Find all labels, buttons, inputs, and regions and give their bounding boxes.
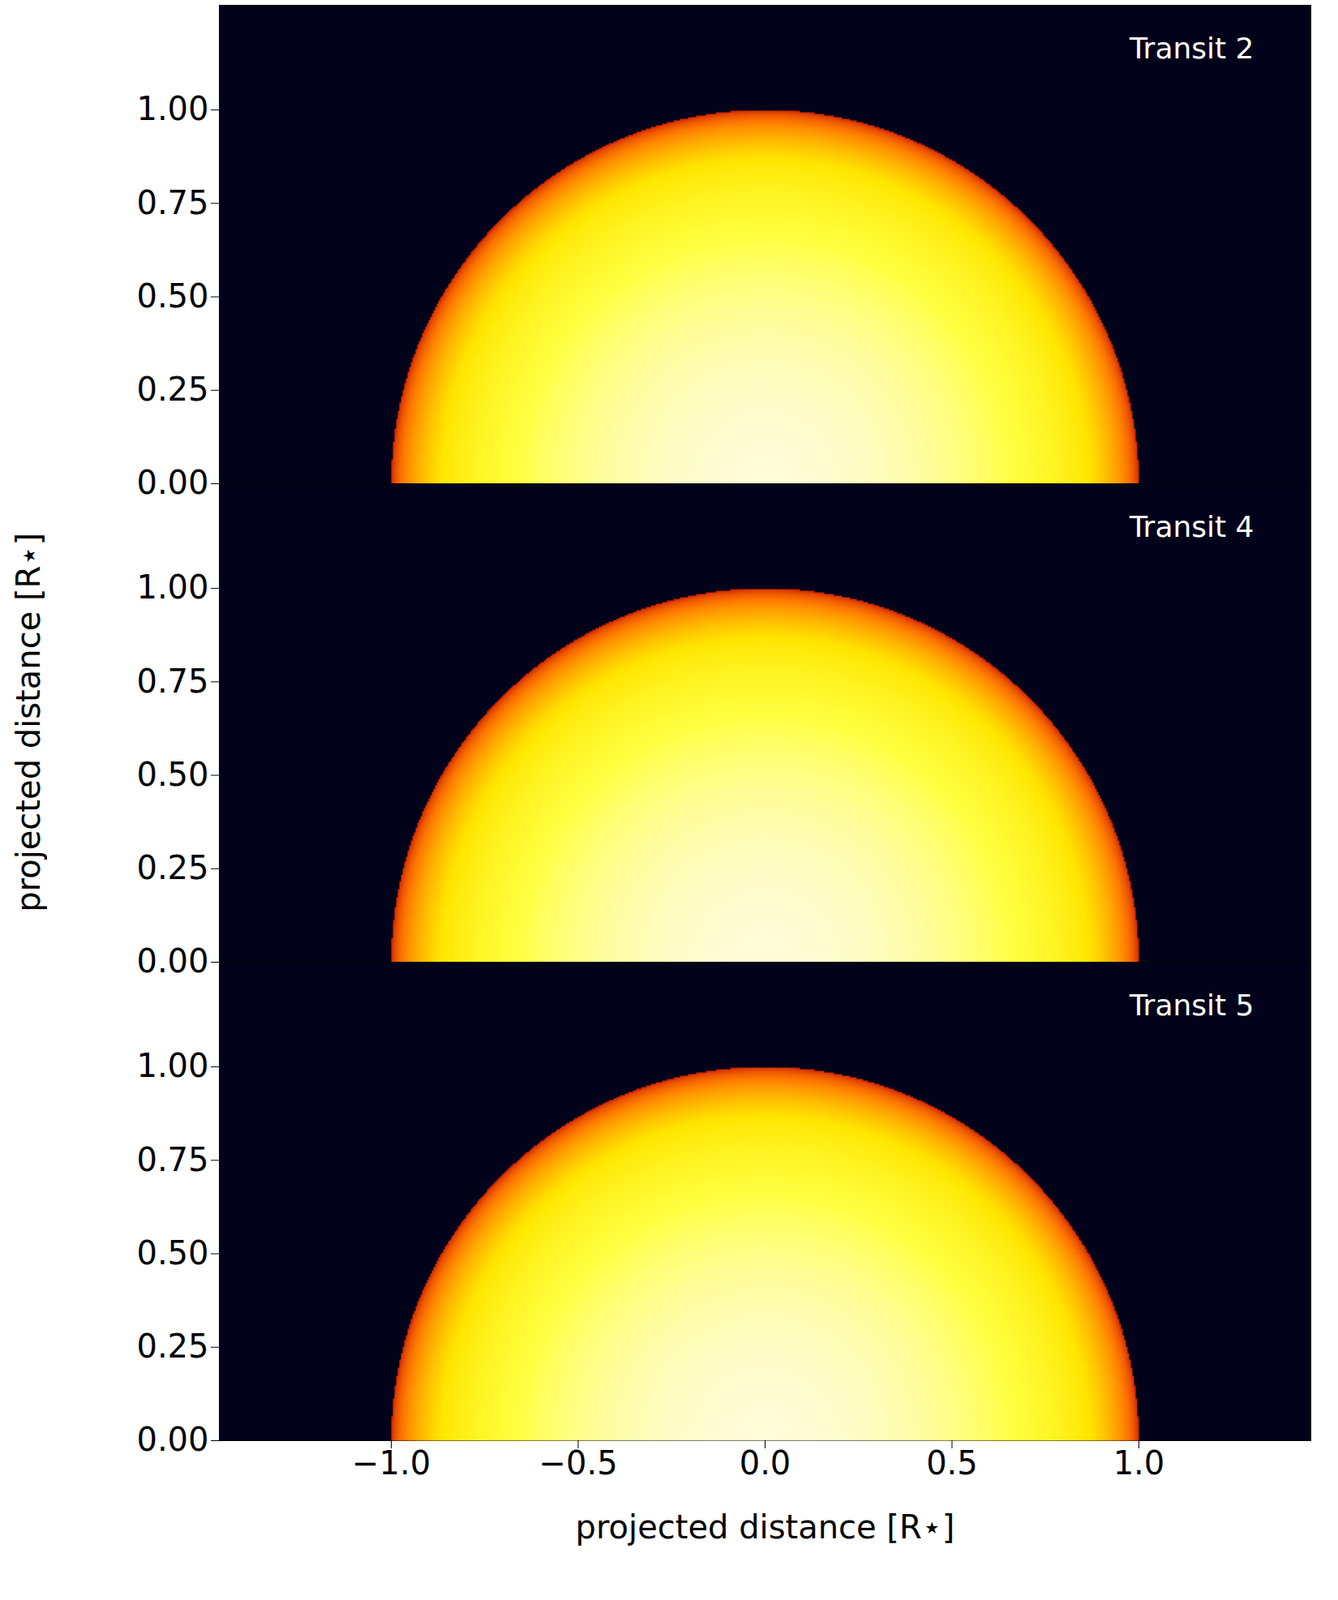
svg-text:0.00: 0.00 [136,1420,209,1459]
svg-text:0.00: 0.00 [136,942,209,980]
svg-text:0.50: 0.50 [136,277,209,315]
svg-text:0.25: 0.25 [136,370,209,408]
svg-text:−0.5: −0.5 [538,1444,618,1482]
svg-text:0.75: 0.75 [136,184,209,222]
svg-text:1.00: 1.00 [136,1046,209,1085]
svg-text:0.25: 0.25 [136,1327,209,1365]
svg-text:0.25: 0.25 [136,849,209,887]
svg-text:0.0: 0.0 [739,1444,792,1482]
svg-text:−1.0: −1.0 [351,1444,431,1482]
svg-text:0.00: 0.00 [136,463,209,502]
svg-text:0.50: 0.50 [136,1234,209,1272]
svg-text:1.00: 1.00 [136,568,209,606]
svg-text:Transit 2: Transit 2 [1128,31,1255,65]
html-text:projected distance [R⋆]: projected distance [R⋆] [9,532,48,913]
svg-text:1.0: 1.0 [1113,1444,1166,1482]
svg-text:1.00: 1.00 [136,90,209,128]
svg-text:0.5: 0.5 [926,1444,978,1482]
svg-text:0.75: 0.75 [136,1140,209,1179]
svg-text:projected distance [R⋆]: projected distance [R⋆] [575,1508,956,1546]
svg-text:Transit 5: Transit 5 [1128,988,1255,1022]
svg-text:0.50: 0.50 [136,755,209,794]
svg-text:Transit 4: Transit 4 [1128,510,1255,544]
svg-text:0.75: 0.75 [136,662,209,700]
